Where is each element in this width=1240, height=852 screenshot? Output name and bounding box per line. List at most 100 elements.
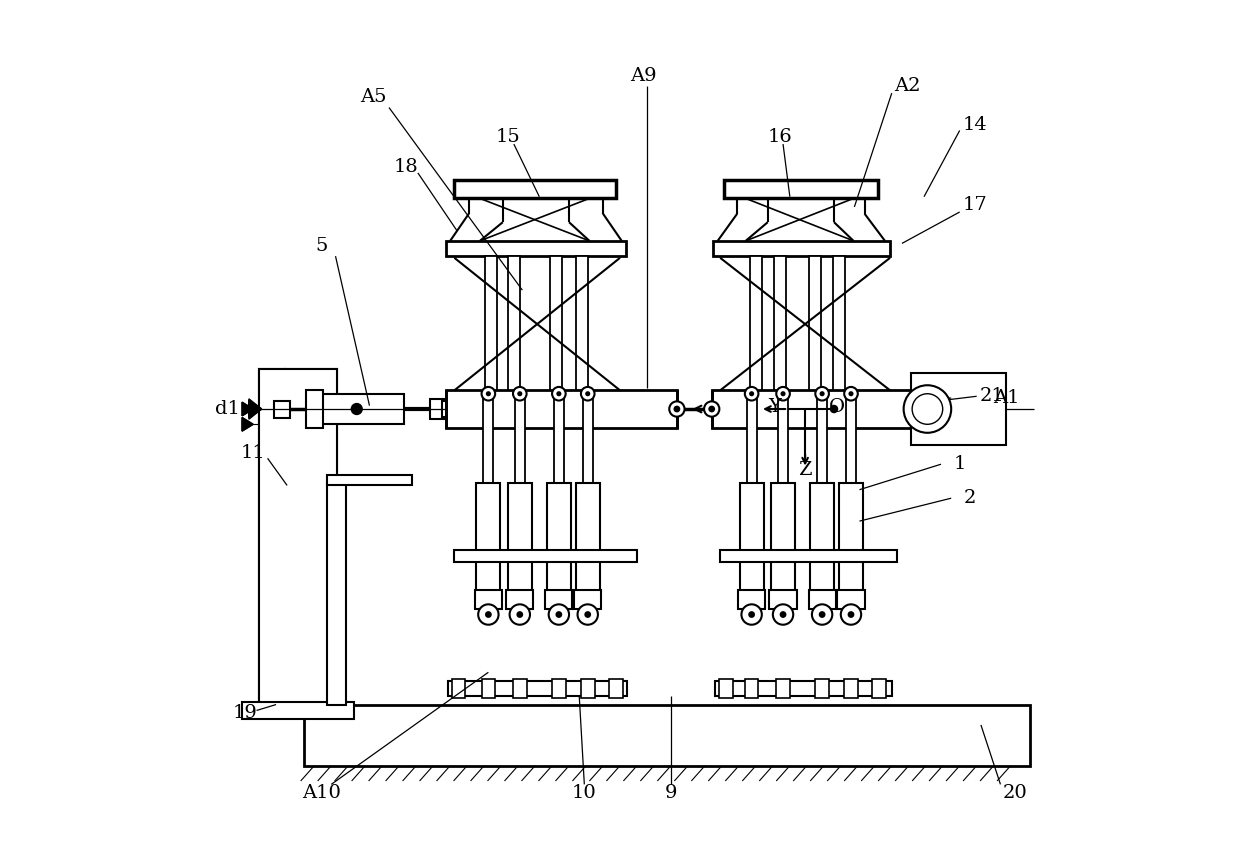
Circle shape xyxy=(513,387,527,400)
Bar xyxy=(575,256,588,390)
Circle shape xyxy=(673,406,681,412)
Circle shape xyxy=(584,611,591,618)
Bar xyxy=(816,679,828,698)
Bar xyxy=(833,256,844,390)
Circle shape xyxy=(352,404,362,414)
Text: 2: 2 xyxy=(963,489,976,507)
Bar xyxy=(774,256,786,390)
Circle shape xyxy=(704,401,719,417)
Polygon shape xyxy=(249,399,262,419)
Circle shape xyxy=(510,604,529,625)
Circle shape xyxy=(548,604,569,625)
Text: 15: 15 xyxy=(496,129,521,147)
Bar xyxy=(738,590,765,608)
Circle shape xyxy=(830,405,838,413)
Text: 9: 9 xyxy=(665,784,677,802)
Bar xyxy=(454,180,616,199)
Bar xyxy=(304,705,1030,766)
Bar xyxy=(574,590,601,608)
Circle shape xyxy=(516,611,523,618)
Circle shape xyxy=(580,387,594,400)
Text: 10: 10 xyxy=(572,784,596,802)
Circle shape xyxy=(749,391,754,396)
Bar xyxy=(810,256,821,390)
Bar xyxy=(475,590,502,608)
Bar xyxy=(454,550,637,561)
Bar xyxy=(481,679,495,698)
Circle shape xyxy=(557,391,562,396)
Bar xyxy=(771,483,795,591)
Bar xyxy=(259,369,284,705)
Bar xyxy=(485,256,497,390)
Bar xyxy=(724,180,878,199)
Bar xyxy=(872,679,885,698)
Circle shape xyxy=(748,611,755,618)
Text: 1: 1 xyxy=(954,455,966,473)
Text: A1: A1 xyxy=(993,389,1019,407)
Polygon shape xyxy=(242,402,253,416)
Text: Z: Z xyxy=(799,461,812,479)
Circle shape xyxy=(670,401,684,417)
Bar xyxy=(750,256,761,390)
Bar xyxy=(583,394,593,486)
Bar xyxy=(746,394,756,486)
Bar xyxy=(242,702,355,719)
Text: 5: 5 xyxy=(315,237,327,255)
Bar xyxy=(839,483,863,591)
Bar xyxy=(284,369,337,705)
Bar xyxy=(259,369,337,705)
Text: d1: d1 xyxy=(216,400,241,418)
Circle shape xyxy=(556,611,562,618)
Text: O: O xyxy=(828,399,844,417)
Circle shape xyxy=(552,387,565,400)
Text: 17: 17 xyxy=(962,196,987,214)
Polygon shape xyxy=(249,400,262,417)
Bar xyxy=(484,394,494,486)
Bar xyxy=(476,483,500,591)
Bar xyxy=(321,394,404,424)
Bar xyxy=(575,483,600,591)
Bar xyxy=(446,241,626,256)
Bar xyxy=(306,390,322,428)
Text: 19: 19 xyxy=(232,704,257,722)
Bar xyxy=(817,394,827,486)
Text: Y: Y xyxy=(768,399,781,417)
Circle shape xyxy=(745,387,759,400)
Circle shape xyxy=(848,611,854,618)
Bar xyxy=(846,394,856,486)
Circle shape xyxy=(780,611,786,618)
Circle shape xyxy=(481,387,495,400)
Bar xyxy=(740,483,764,591)
Circle shape xyxy=(812,604,832,625)
Text: 11: 11 xyxy=(241,444,265,462)
Circle shape xyxy=(780,391,786,396)
Polygon shape xyxy=(242,417,253,431)
Circle shape xyxy=(585,391,590,396)
Bar xyxy=(508,483,532,591)
Bar xyxy=(745,679,759,698)
Bar xyxy=(449,681,626,696)
Text: A5: A5 xyxy=(361,88,387,106)
Circle shape xyxy=(517,391,522,396)
Bar xyxy=(274,400,290,417)
Bar xyxy=(552,679,565,698)
Circle shape xyxy=(486,391,491,396)
Circle shape xyxy=(479,604,498,625)
Bar xyxy=(506,590,533,608)
Circle shape xyxy=(913,394,942,424)
Bar xyxy=(808,590,836,608)
Circle shape xyxy=(708,406,715,412)
Bar xyxy=(844,679,858,698)
Polygon shape xyxy=(242,417,253,431)
Bar xyxy=(713,241,890,256)
Text: 21: 21 xyxy=(980,388,1004,406)
Polygon shape xyxy=(249,400,262,417)
Bar xyxy=(777,394,789,486)
Bar xyxy=(720,550,897,561)
Text: 14: 14 xyxy=(962,116,987,134)
Bar xyxy=(554,394,564,486)
Bar xyxy=(719,679,733,698)
Text: 20: 20 xyxy=(1002,784,1027,802)
Text: A2: A2 xyxy=(894,78,920,95)
Bar xyxy=(508,256,520,390)
